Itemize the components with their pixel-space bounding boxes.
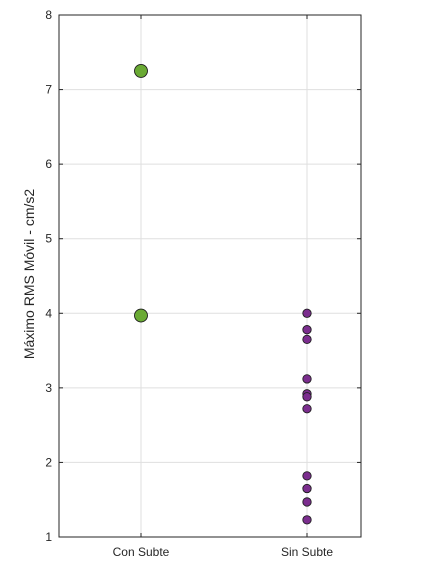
y-tick-label: 8 (45, 8, 52, 22)
y-tick-label: 3 (45, 381, 52, 395)
y-tick-label: 5 (45, 232, 52, 246)
y-tick-label: 4 (45, 306, 52, 320)
data-point (302, 497, 312, 507)
data-point (302, 471, 312, 481)
data-point (302, 392, 312, 402)
y-tick-label: 7 (45, 83, 52, 97)
data-point (302, 334, 312, 345)
y-tick-label: 2 (45, 455, 52, 469)
data-points (134, 63, 312, 525)
plot-frame (58, 14, 362, 538)
y-tick-label: 6 (45, 157, 52, 171)
grid-lines (59, 14, 361, 538)
data-point (134, 308, 148, 323)
data-point (302, 374, 312, 384)
data-point (134, 63, 148, 78)
y-axis-label: Máximo RMS Móvil - cm/s2 (21, 189, 37, 360)
plot-axes (58, 14, 362, 538)
x-tick-label: Con Subte (113, 545, 170, 559)
tick-labels: 1 2 3 4 5 6 7 8 Con Subte Sin Subte (45, 8, 333, 559)
data-point (302, 515, 312, 525)
data-point (302, 325, 312, 335)
x-tick-label: Sin Subte (281, 545, 333, 559)
data-point (302, 483, 312, 494)
data-point (302, 308, 312, 318)
y-tick-label: 1 (45, 530, 52, 544)
data-point (302, 404, 312, 414)
